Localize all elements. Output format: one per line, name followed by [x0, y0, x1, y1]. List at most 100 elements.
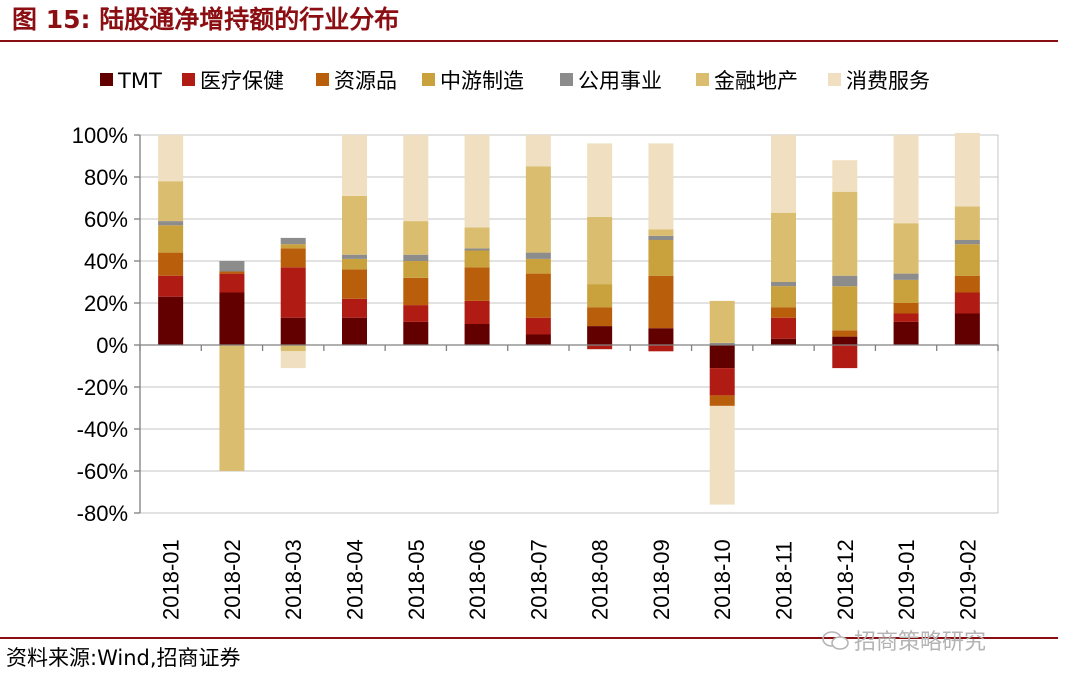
y-tick-label: 40%	[84, 249, 128, 274]
y-tick-label: 20%	[84, 291, 128, 316]
x-tick-labels: 2018-01 2018-02 2018-03 2018-04 2018-05 2018-…	[159, 539, 981, 620]
bar-segment	[219, 271, 245, 274]
bar-segment	[403, 277, 429, 306]
bar-segment	[893, 273, 919, 280]
bar-segment	[648, 345, 674, 352]
bar-segment	[709, 368, 735, 396]
bar-segment	[403, 254, 429, 261]
legend-swatch	[560, 73, 573, 86]
bar-segment	[403, 261, 429, 278]
bar-segment	[648, 143, 674, 230]
legend-label: 金融地产	[714, 69, 798, 93]
bar-segment	[587, 143, 613, 217]
bar-segment	[219, 345, 245, 471]
x-tick-label: 2018-09	[649, 539, 674, 620]
x-tick-label: 2018-03	[281, 539, 306, 620]
bar-segment	[464, 250, 490, 268]
bar-segment	[342, 298, 367, 318]
x-tick-label: 2018-10	[710, 539, 735, 620]
bar-segment	[771, 338, 796, 345]
bar-segment	[280, 237, 306, 245]
y-tick-labels: 100% 80% 60% 40% 20% 0% -20% -40% -60% -80%	[72, 123, 128, 526]
bar-segment	[709, 342, 735, 345]
bar-segment	[158, 225, 184, 253]
watermark: 招商策略研究	[822, 624, 986, 656]
legend-swatch	[422, 73, 435, 86]
bar-segment	[832, 345, 858, 369]
bar-segment	[464, 300, 490, 324]
bar-segment	[587, 345, 613, 350]
bar-segment	[832, 275, 858, 287]
bar-segment	[280, 267, 306, 318]
chart-axes	[134, 134, 999, 514]
bar-segment	[954, 132, 980, 207]
legend-label: 消费服务	[846, 69, 930, 93]
bar-segment	[893, 279, 919, 303]
x-tick-label: 2018-05	[404, 539, 429, 620]
bar-segment	[954, 240, 980, 245]
bar-segment	[587, 216, 613, 285]
legend-swatch	[316, 73, 329, 86]
bar-segment	[464, 135, 490, 228]
bar-segment	[280, 248, 306, 268]
bar-segment	[158, 181, 184, 222]
bar-segment	[219, 273, 245, 293]
title-rule	[0, 40, 1058, 42]
bar-segment	[464, 324, 490, 345]
bar-segment	[709, 345, 735, 369]
bar-segment	[342, 254, 367, 259]
bar-segment	[771, 282, 796, 287]
bar-segment	[464, 267, 490, 301]
bar-segment	[403, 305, 429, 322]
bar-segment	[832, 191, 858, 276]
bar-segment	[587, 307, 613, 327]
bar-segment	[709, 300, 735, 343]
bar-segment	[771, 307, 796, 318]
x-tick-label: 2018-12	[833, 539, 858, 620]
legend-label: TMT	[117, 69, 162, 93]
bar-segment	[342, 258, 367, 270]
bar-segment	[280, 345, 306, 352]
bar-segment	[893, 303, 919, 314]
chart-bars	[158, 132, 980, 505]
y-tick-label: -80%	[77, 501, 128, 526]
bar-segment	[771, 286, 796, 308]
bar-segment	[219, 292, 245, 345]
bar-segment	[158, 252, 184, 276]
bar-segment	[342, 195, 367, 255]
bar-segment	[954, 206, 980, 240]
y-tick-label: -40%	[77, 417, 128, 442]
bar-segment	[648, 240, 674, 276]
bar-segment	[525, 273, 551, 318]
bar-segment	[525, 252, 551, 259]
bar-segment	[403, 135, 429, 222]
bar-segment	[158, 275, 184, 297]
bar-segment	[158, 221, 184, 226]
legend-label: 中游制造	[440, 69, 524, 93]
bar-segment	[464, 227, 490, 249]
bar-segment	[954, 244, 980, 276]
bar-segment	[587, 284, 613, 308]
x-tick-label: 2018-08	[588, 539, 613, 620]
bar-segment	[832, 160, 858, 192]
bar-segment	[771, 212, 796, 282]
bar-segment	[525, 258, 551, 274]
bar-segment	[525, 317, 551, 335]
x-tick-label: 2018-06	[465, 539, 490, 620]
bar-segment	[893, 313, 919, 322]
bar-segment	[709, 405, 735, 505]
bar-segment	[403, 221, 429, 255]
bar-segment	[893, 135, 919, 224]
y-tick-label: 100%	[72, 123, 128, 148]
bar-segment	[832, 336, 858, 345]
bar-segment	[954, 292, 980, 314]
bar-segment	[158, 135, 184, 182]
x-tick-label: 2018-04	[343, 539, 368, 620]
chart-legend: TMT 医疗保健 资源品 中游制造 公用事业 金融地产 消费服务	[100, 69, 930, 93]
x-tick-label: 2018-11	[772, 541, 797, 620]
bar-segment	[771, 317, 796, 339]
figure-title: 图 15: 陆股通净增持额的行业分布	[12, 5, 400, 34]
bar-segment	[280, 244, 306, 249]
y-tick-label: -20%	[77, 375, 128, 400]
